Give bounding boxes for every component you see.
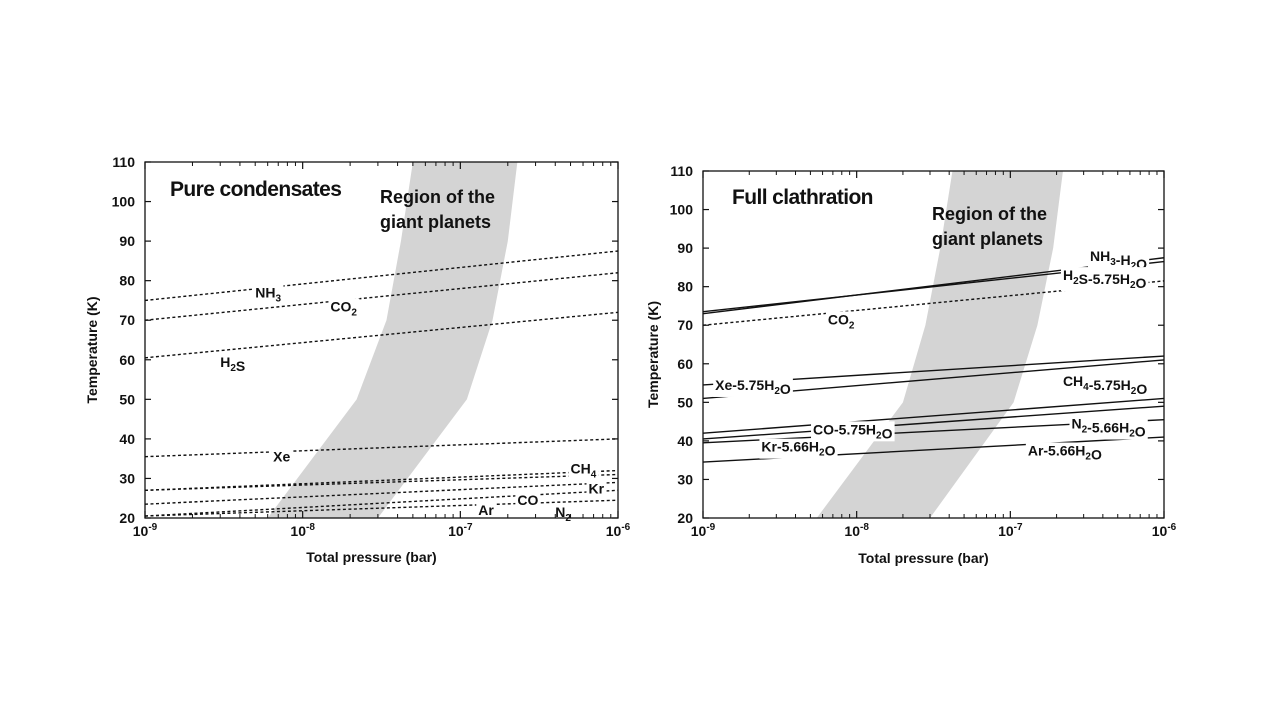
series-label-bg <box>476 502 497 519</box>
x-tick-label: 10-6 <box>1152 522 1177 539</box>
series-line-6 <box>145 473 618 492</box>
y-tick-label: 40 <box>677 433 693 449</box>
series-label-bg <box>759 438 838 459</box>
x-axis-label: Total pressure (bar) <box>306 549 436 565</box>
region-annotation: Region of the <box>932 204 1047 224</box>
series-label-bg <box>218 353 248 374</box>
series-line-9 <box>145 499 618 517</box>
x-tick-label: 10-6 <box>606 522 631 539</box>
y-tick-label: 20 <box>677 510 693 526</box>
series-label-bg <box>515 492 541 509</box>
chart-title: Full clathration <box>732 186 873 209</box>
series-label-5: CH4-5.75H2O <box>1063 373 1147 397</box>
series-label-4: Xe <box>273 449 290 465</box>
series-line-8 <box>145 489 618 517</box>
y-tick-label: 30 <box>677 471 693 487</box>
series-label-bg <box>586 480 607 497</box>
y-tick-label: 110 <box>112 154 135 170</box>
y-tick-label: 60 <box>119 352 135 368</box>
series-label-3: H2S <box>220 354 245 374</box>
series-label-4: Xe-5.75H2O <box>715 377 791 397</box>
series-label-8: Kr-5.66H2O <box>761 439 835 459</box>
region-annotation: giant planets <box>932 229 1043 249</box>
x-tick-label: 10-9 <box>691 522 716 539</box>
y-axis-label: Temperature (K) <box>84 296 100 403</box>
series-line-7 <box>145 481 618 505</box>
y-axis-label: Temperature (K) <box>645 301 661 408</box>
giant-planets-region <box>816 171 1063 518</box>
series-label-bg <box>1060 267 1149 292</box>
series-label-7: CO <box>517 492 538 508</box>
series-label-bg <box>825 311 857 332</box>
series-label-1: NH3 <box>255 285 281 305</box>
plot-frame <box>144 161 619 519</box>
x-tick-label: 10-7 <box>998 522 1023 539</box>
series-label-bg <box>1025 442 1104 463</box>
series-label-1: NH3-H2O <box>1090 248 1147 272</box>
y-tick-label: 90 <box>119 233 135 249</box>
series-label-7: N2-5.66H2O <box>1071 416 1145 440</box>
series-label-9: Ar-5.66H2O <box>1028 443 1102 463</box>
region-annotation: giant planets <box>380 212 491 232</box>
x-axis-label: Total pressure (bar) <box>858 550 988 566</box>
series-line-3 <box>145 311 618 359</box>
plot-frame <box>702 170 1165 519</box>
series-line-1 <box>703 257 1164 315</box>
series-label-2: H2S-5.75H2O <box>1063 267 1147 291</box>
series-label-8: Ar <box>478 502 494 518</box>
series-label-5: CH4 <box>571 461 597 481</box>
series-label-bg <box>253 284 284 305</box>
series-label-bg <box>568 460 599 481</box>
y-tick-label: 110 <box>670 163 693 179</box>
x-tick-label: 10-8 <box>290 522 315 539</box>
series-label-3: CO2 <box>828 311 855 331</box>
series-line-7 <box>703 405 1164 440</box>
y-tick-label: 80 <box>119 273 135 289</box>
series-line-4 <box>145 438 618 458</box>
y-tick-label: 20 <box>119 510 135 526</box>
chart-title: Pure condensates <box>170 178 341 201</box>
region-annotation: Region of the <box>380 187 495 207</box>
series-label-6: CO-5.75H2O <box>813 421 893 441</box>
x-tick-label: 10-7 <box>448 522 473 539</box>
x-tick-label: 10-9 <box>133 522 158 539</box>
series-line-6 <box>703 397 1164 434</box>
x-tick-label: 10-8 <box>844 522 869 539</box>
y-tick-label: 60 <box>677 356 693 372</box>
series-label-bg <box>811 421 895 442</box>
y-tick-label: 90 <box>677 240 693 256</box>
series-label-bg <box>271 448 293 465</box>
y-tick-label: 80 <box>677 279 693 295</box>
y-tick-label: 50 <box>119 391 135 407</box>
series-label-bg <box>1060 373 1150 398</box>
y-tick-label: 100 <box>670 202 694 218</box>
y-tick-label: 70 <box>119 312 135 328</box>
y-tick-label: 50 <box>677 394 693 410</box>
series-label-6: Kr <box>589 480 605 496</box>
series-label-bg <box>1069 415 1148 440</box>
y-tick-label: 30 <box>119 470 135 486</box>
y-tick-label: 100 <box>112 194 136 210</box>
y-tick-label: 40 <box>119 431 135 447</box>
giant-planets-region <box>267 162 518 518</box>
y-tick-label: 70 <box>677 317 693 333</box>
series-label-bg <box>328 298 360 319</box>
series-label-2: CO2 <box>330 298 357 318</box>
series-line-2 <box>145 272 618 321</box>
series-label-bg <box>713 376 793 397</box>
series-label-bg <box>553 504 574 525</box>
series-line-1 <box>145 250 618 302</box>
